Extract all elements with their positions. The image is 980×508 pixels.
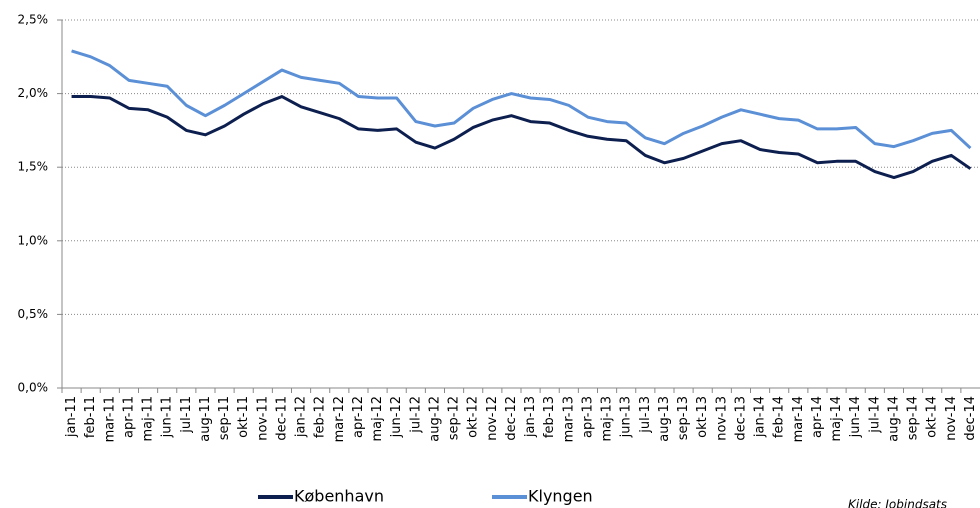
- source-note: Kilde: Jobindsats: [848, 498, 947, 508]
- x-tick-label: feb-14: [772, 396, 787, 438]
- x-tick-label: jul-11: [179, 396, 194, 434]
- x-tick-label: sep-11: [217, 396, 232, 440]
- x-tick-label: mar-12: [332, 396, 347, 442]
- x-tick-label: nov-12: [485, 396, 500, 441]
- x-tick-label: sep-14: [906, 396, 921, 440]
- legend-label: København: [294, 487, 384, 506]
- x-tick-label: feb-13: [542, 396, 557, 438]
- x-tick-label: jun-11: [160, 396, 175, 438]
- x-tick-label: jun-13: [619, 396, 634, 438]
- x-tick-label: feb-11: [83, 396, 98, 438]
- y-tick-label: 2,0%: [18, 86, 49, 100]
- x-tick-label: dec-14: [963, 396, 978, 441]
- x-tick-label: okt-13: [695, 396, 710, 438]
- x-tick-label: jan-13: [523, 396, 538, 438]
- x-tick-label: aug-14: [886, 396, 901, 442]
- x-tick-label: jan-12: [294, 396, 309, 438]
- x-tick-label: dec-11: [274, 396, 289, 441]
- x-tick-label: jun-12: [389, 396, 404, 438]
- x-tick-label: maj-12: [370, 396, 385, 441]
- x-tick-label: okt-11: [236, 396, 251, 438]
- y-tick-label: 1,0%: [18, 233, 49, 247]
- x-tick-label: apr-13: [580, 396, 595, 438]
- x-tick-label: apr-14: [810, 396, 825, 438]
- x-tick-label: mar-11: [102, 396, 117, 442]
- x-tick-label: sep-13: [676, 396, 691, 440]
- x-tick-label: nov-13: [714, 396, 729, 441]
- y-tick-label: 1,5%: [18, 160, 49, 174]
- legend-label: Klyngen: [528, 487, 593, 506]
- x-tick-label: mar-13: [561, 396, 576, 442]
- x-tick-label: jun-14: [848, 396, 863, 438]
- y-tick-label: 0,5%: [18, 307, 49, 321]
- series-line: [71, 49, 972, 150]
- x-tick-label: jan-14: [753, 396, 768, 438]
- x-tick-label: apr-11: [121, 396, 136, 438]
- y-tick-label: 0,0%: [18, 381, 49, 395]
- x-tick-label: nov-14: [944, 396, 959, 441]
- x-tick-label: feb-12: [313, 396, 328, 438]
- x-tick-label: apr-12: [351, 396, 366, 438]
- x-tick-label: jan-11: [64, 396, 79, 438]
- x-tick-label: mar-14: [791, 396, 806, 442]
- x-tick-label: jul-14: [867, 396, 882, 434]
- x-tick-label: maj-14: [829, 396, 844, 441]
- x-tick-label: dec-12: [504, 396, 519, 441]
- x-tick-label: dec-13: [733, 396, 748, 441]
- x-tick-label: aug-12: [427, 396, 442, 442]
- x-tick-label: aug-11: [198, 396, 213, 442]
- x-tick-label: jul-12: [408, 396, 423, 434]
- x-tick-label: aug-13: [657, 396, 672, 442]
- x-tick-label: okt-14: [925, 396, 940, 438]
- x-tick-label: nov-11: [255, 396, 270, 441]
- x-tick-label: maj-11: [141, 396, 156, 441]
- y-tick-label: 2,5%: [18, 13, 49, 27]
- x-tick-label: jul-13: [638, 396, 653, 434]
- series-line: [71, 95, 972, 180]
- x-tick-label: maj-13: [600, 396, 615, 441]
- x-tick-label: sep-12: [447, 396, 462, 440]
- x-tick-label: okt-12: [466, 396, 481, 438]
